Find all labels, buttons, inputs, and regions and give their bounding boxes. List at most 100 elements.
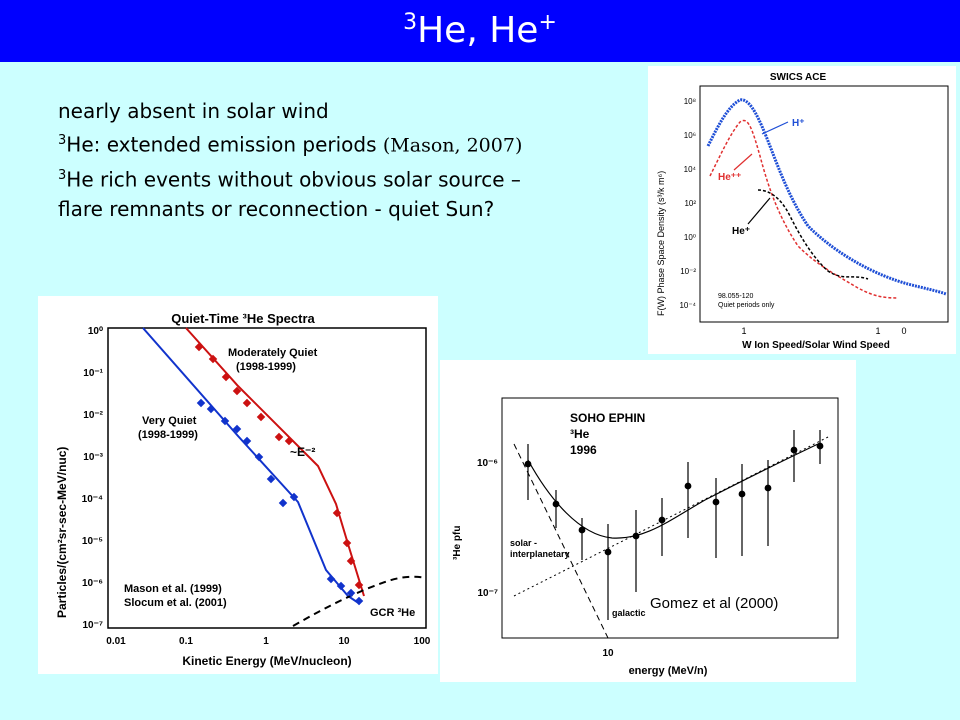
quiet-very-label: Very Quiet: [142, 415, 197, 427]
quiet-very-point: [354, 596, 364, 606]
line-1: nearly absent in solar wind: [58, 99, 329, 123]
soho-credit: Gomez et al (2000): [650, 595, 778, 612]
swics-heplus-curve: [757, 189, 869, 280]
swics-ytick: 10⁻²: [680, 267, 696, 276]
soho-ytick: 10⁻⁶: [477, 458, 498, 469]
swics-xtick: 1: [741, 326, 746, 336]
soho-point: [764, 484, 772, 492]
soho-interplanetary-label: interplanetary: [510, 549, 570, 559]
soho-ytick: 10⁻⁷: [477, 588, 498, 599]
swics-xlabel: W Ion Speed/Solar Wind Speed: [742, 340, 890, 351]
quiet-moderate-point: [232, 386, 242, 396]
quiet-time-spectra-figure: Quiet-Time ³He Spectra Particles/(cm²sr-…: [38, 296, 438, 674]
quiet-gcr-line: [292, 575, 427, 627]
quiet-title: Quiet-Time ³He Spectra: [171, 311, 315, 326]
quiet-ytick: 10⁻²: [83, 410, 103, 421]
quiet-moderate-point: [332, 508, 342, 518]
swics-note-2: Quiet periods only: [718, 302, 775, 309]
quiet-xtick: 0.01: [106, 636, 126, 647]
swics-hepp-curve: [709, 119, 899, 299]
quiet-very-point: [326, 574, 336, 584]
soho-fit-curve: [527, 443, 819, 539]
swics-xtick: 1: [875, 326, 880, 336]
swics-axes: [699, 85, 949, 323]
swics-heplus-arrow: [747, 197, 771, 225]
soho-point: [632, 532, 640, 540]
quiet-moderate-point: [194, 342, 204, 352]
quiet-ylabel: Particles/(cm²sr-sec-MeV/nuc): [55, 447, 69, 618]
quiet-power-label: ~E⁻²: [290, 445, 315, 459]
line-2-text: He: extended emission periods: [66, 132, 383, 157]
quiet-ytick: 10⁻³: [83, 452, 103, 463]
quiet-very-point: [278, 498, 288, 508]
soho-point: [712, 498, 720, 506]
quiet-moderate-point: [354, 580, 364, 590]
swics-ytick: 10⁴: [684, 165, 697, 174]
citation-mason: (Mason, 2007): [382, 134, 523, 157]
soho-point: [604, 548, 612, 556]
quiet-very-line: [142, 327, 361, 605]
quiet-moderate-point: [208, 354, 218, 364]
soho-point: [816, 442, 824, 450]
quiet-moderate-label: Moderately Quiet: [228, 347, 318, 359]
quiet-axes: [107, 327, 427, 629]
quiet-very-point: [336, 581, 346, 591]
quiet-ytick: 10⁻⁷: [82, 620, 103, 631]
line-3-sup: 3: [58, 167, 67, 183]
swics-note-1: 98.055-120: [718, 293, 754, 300]
swics-hplus-label: H⁺: [792, 118, 805, 129]
title-superscript-plus: +: [538, 10, 557, 35]
soho-point: [684, 482, 692, 490]
quiet-ytick: 10⁻⁶: [82, 578, 103, 589]
quiet-ytick: 10⁻⁴: [82, 494, 103, 505]
line-3-text: He rich events without obvious solar sou…: [66, 167, 521, 192]
soho-point: [790, 446, 798, 454]
quiet-xtick: 1: [263, 636, 269, 647]
quiet-xtick: 100: [414, 636, 431, 647]
soho-xtick: 10: [602, 648, 614, 659]
soho-point: [738, 490, 746, 498]
body-text: nearly absent in solar wind 3He: extende…: [58, 96, 638, 224]
quiet-moderate-point: [256, 412, 266, 422]
quiet-very-years: (1998-1999): [138, 429, 198, 441]
soho-ephin-figure: SOHO EPHIN ³He 1996 10⁻⁶ 10⁻⁷ ³He pfu 10…: [440, 360, 856, 682]
swics-title: SWICS ACE: [770, 72, 827, 83]
quiet-gcr-label: GCR ³He: [370, 607, 415, 619]
soho-ylabel: ³He pfu: [452, 526, 463, 560]
soho-point: [524, 460, 532, 468]
quiet-very-point: [196, 398, 206, 408]
quiet-ref-1: Mason et al. (1999): [124, 583, 222, 595]
quiet-moderate-point: [242, 398, 252, 408]
quiet-very-point: [289, 492, 299, 502]
swics-ytick: 10⁰: [684, 233, 696, 242]
soho-solar-label: solar -: [510, 538, 537, 548]
quiet-very-point: [220, 416, 230, 426]
title-text: He, He: [417, 10, 539, 51]
soho-galactic-line: [513, 435, 831, 597]
quiet-moderate-point: [342, 538, 352, 548]
slide-title: 3He, He+: [0, 10, 960, 51]
swics-hplus-arrow: [761, 121, 789, 135]
swics-hepp-arrow: [733, 153, 753, 171]
quiet-ytick: 10⁻⁵: [82, 536, 103, 547]
soho-xlabel: energy (MeV/n): [629, 665, 708, 677]
soho-title-2: ³He: [570, 427, 590, 441]
quiet-moderate-point: [284, 436, 294, 446]
soho-title-1: SOHO EPHIN: [570, 411, 645, 425]
quiet-moderate-years: (1998-1999): [236, 361, 296, 373]
soho-galactic-label: galactic: [612, 608, 646, 618]
swics-hepp-label: He⁺⁺: [718, 172, 741, 183]
line-3: 3He rich events without obvious solar so…: [58, 161, 638, 195]
swics-xtick: 0: [901, 326, 906, 336]
quiet-xtick: 10: [338, 636, 350, 647]
soho-point: [658, 516, 666, 524]
quiet-very-point: [232, 424, 242, 434]
line-2-sup: 3: [58, 133, 67, 148]
soho-title-3: 1996: [570, 443, 597, 457]
swics-ytick: 10⁶: [684, 131, 696, 140]
soho-point: [552, 500, 560, 508]
quiet-moderate-point: [274, 432, 284, 442]
quiet-ref-2: Slocum et al. (2001): [124, 597, 227, 609]
swics-svg: SWICS ACE F(W) Phase Space Density (s³/k…: [656, 72, 949, 351]
swics-ylabel: F(W) Phase Space Density (s³/k m⁶): [656, 171, 666, 316]
